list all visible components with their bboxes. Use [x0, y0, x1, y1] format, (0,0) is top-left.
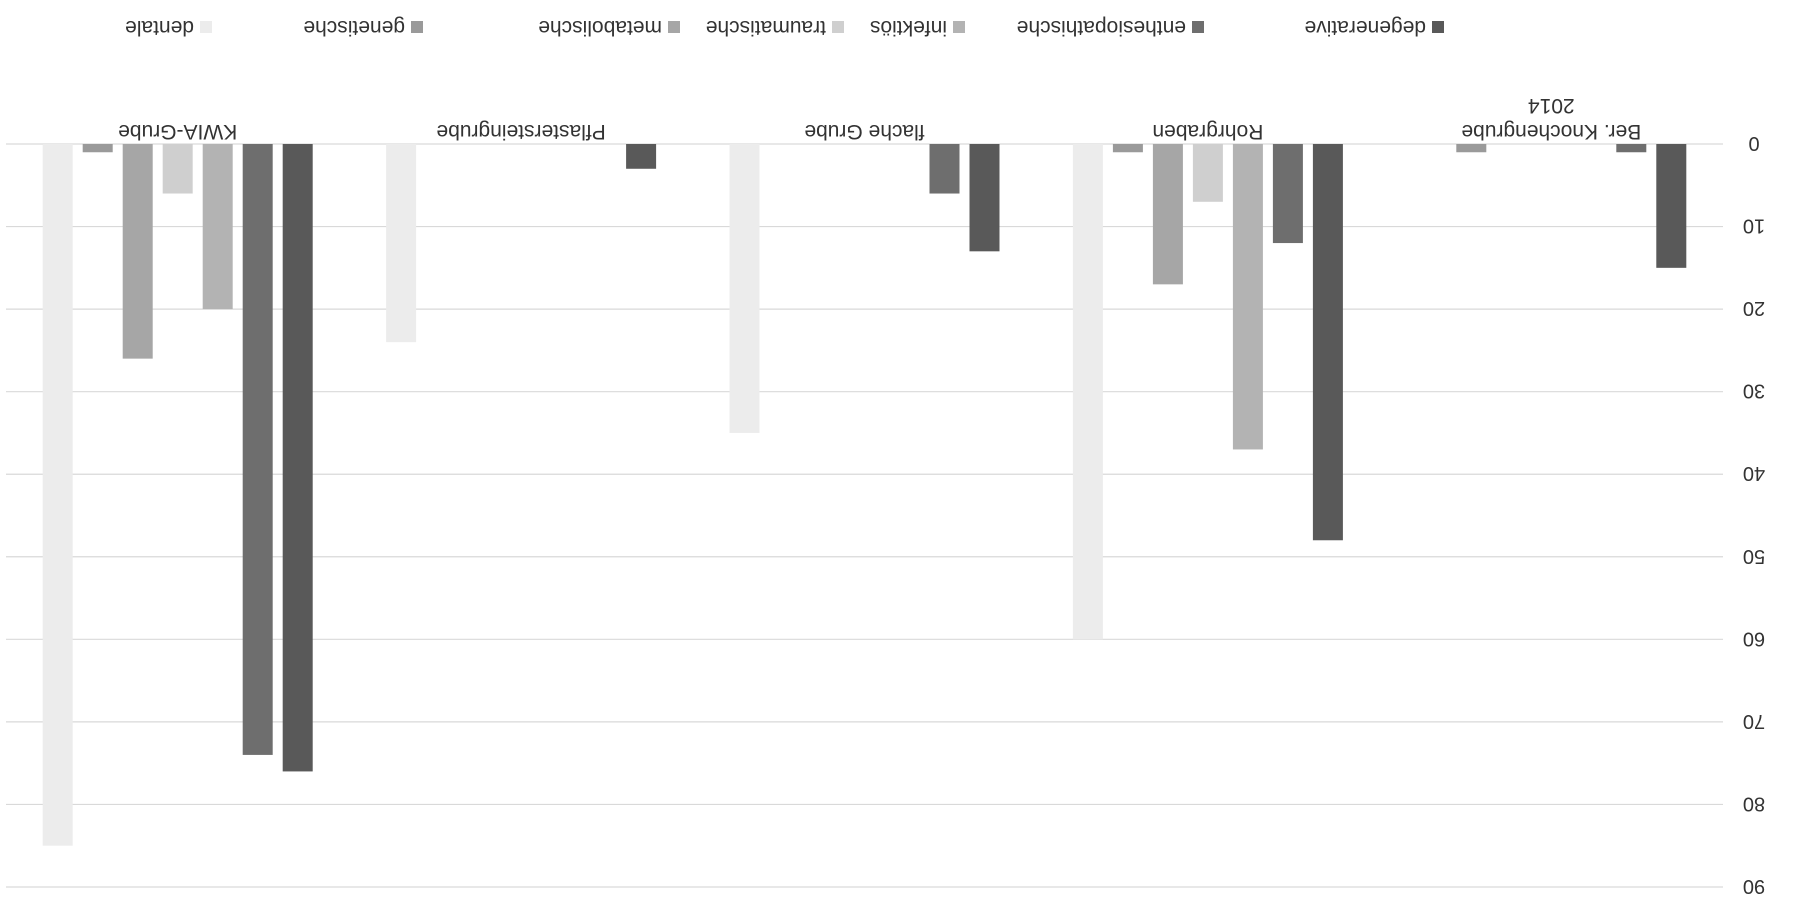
bar: [1456, 144, 1487, 153]
y-tick-label: 90: [1743, 875, 1765, 897]
bar: [122, 144, 153, 359]
legend-label: dentale: [125, 16, 194, 39]
bar: [1192, 144, 1223, 202]
bar: [282, 144, 313, 772]
bar: [1152, 144, 1183, 285]
x-tick-label: Ber. Knochengrube2014: [1461, 94, 1641, 143]
bar: [82, 144, 113, 153]
legend-label: traumatische: [706, 16, 826, 39]
y-tick-label: 80: [1743, 792, 1765, 814]
bar: [929, 144, 960, 194]
bar: [162, 144, 193, 194]
legend-swatch: [200, 21, 212, 33]
legend-label: genetische: [303, 16, 405, 39]
bar: [1312, 144, 1343, 541]
bar: [1072, 144, 1103, 640]
bar: [386, 144, 417, 343]
x-tick-label: Pflastersteingrube: [436, 120, 605, 143]
y-tick-label: 0: [1748, 132, 1759, 154]
y-tick-label: 20: [1743, 297, 1765, 319]
bar: [202, 144, 233, 310]
bar: [242, 144, 273, 755]
bar: [969, 144, 1000, 252]
legend-swatch: [1192, 21, 1204, 33]
bar: [42, 144, 73, 846]
bar: [1616, 144, 1647, 153]
legend-swatch: [953, 21, 965, 33]
legend-label: metabolische: [538, 16, 662, 39]
y-tick-label: 70: [1743, 710, 1765, 732]
legend-swatch: [832, 21, 844, 33]
bar: [729, 144, 760, 433]
legend-swatch: [668, 21, 680, 33]
x-tick-label: Rohrgraben: [1152, 120, 1263, 143]
legend-swatch: [411, 21, 423, 33]
y-tick-label: 50: [1743, 545, 1765, 567]
bar: [1112, 144, 1143, 153]
y-tick-label: 10: [1743, 215, 1765, 237]
bar: [626, 144, 657, 169]
y-tick-label: 60: [1743, 627, 1765, 649]
x-tick-label: KWIA-Grube: [118, 120, 237, 143]
y-tick-label: 30: [1743, 380, 1765, 402]
bar: [1272, 144, 1303, 244]
y-tick-label: 40: [1743, 462, 1765, 484]
legend-swatch: [1432, 21, 1444, 33]
bar: [1656, 144, 1687, 268]
legend-label: infektiös: [870, 16, 947, 39]
legend-label: degenerative: [1305, 16, 1426, 39]
bar: [1232, 144, 1263, 450]
legend-label: enthesiopathische: [1017, 16, 1186, 39]
x-tick-label: flache Grube: [804, 120, 924, 143]
